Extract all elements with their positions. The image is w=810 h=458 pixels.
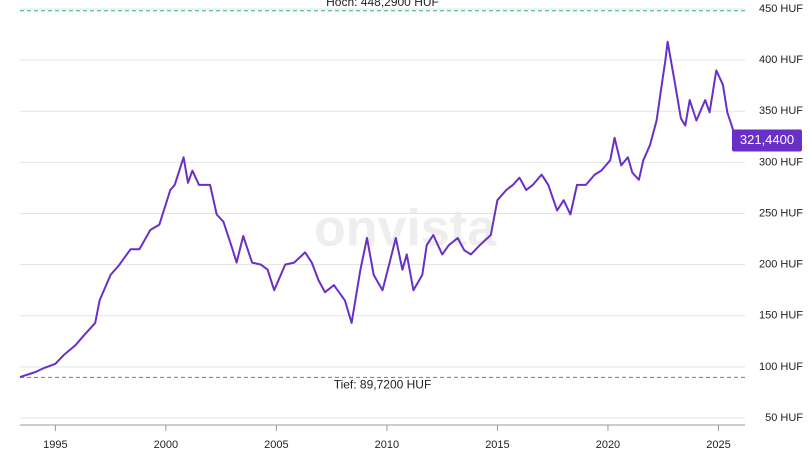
- price-line: [19, 40, 738, 379]
- x-tick-label: 2005: [264, 439, 288, 451]
- y-tick-label: 50 HUF: [765, 412, 803, 424]
- x-tick-label: 2015: [485, 439, 509, 451]
- watermark: onvista: [314, 200, 497, 258]
- x-tick-label: 2020: [596, 439, 620, 451]
- x-tick-label: 1995: [43, 439, 67, 451]
- y-tick-label: 300 HUF: [759, 156, 803, 168]
- y-tick-label: 350 HUF: [759, 105, 803, 117]
- high-label: Hoch: 448,2900 HUF: [326, 0, 439, 9]
- x-tick-label: 2000: [154, 439, 178, 451]
- y-tick-label: 450 HUF: [759, 3, 803, 15]
- x-tick-label: 2025: [706, 439, 730, 451]
- low-label: Tief: 89,7200 HUF: [334, 378, 432, 392]
- y-tick-label: 400 HUF: [759, 54, 803, 66]
- y-tick-label: 150 HUF: [759, 310, 803, 322]
- x-tick-label: 2010: [375, 439, 399, 451]
- last-value-label: 321,4400: [740, 132, 794, 147]
- last-value-badge: [732, 129, 802, 152]
- y-tick-label: 250 HUF: [759, 207, 803, 219]
- y-tick-label: 200 HUF: [759, 259, 803, 271]
- y-tick-label: 100 HUF: [759, 361, 803, 373]
